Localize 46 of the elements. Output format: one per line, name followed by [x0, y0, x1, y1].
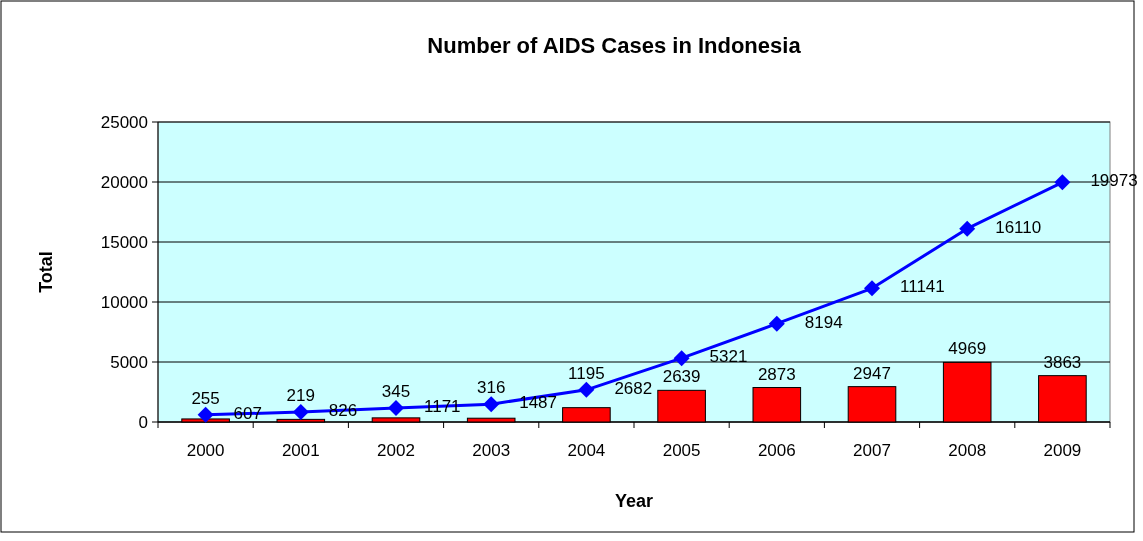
data-label: 345: [381, 381, 411, 401]
data-label: 2873: [757, 364, 796, 384]
x-tick-label: 2008: [948, 441, 987, 460]
data-label: 2639: [662, 367, 701, 387]
data-label: 16110: [995, 217, 1042, 237]
x-tick-label: 2001: [281, 441, 320, 460]
data-label: 2947: [853, 363, 891, 383]
data-label: 1487: [519, 393, 558, 413]
data-label: 5321: [709, 347, 748, 367]
data-label: 8194: [804, 312, 843, 332]
point: [864, 280, 880, 297]
x-tick-label: 2006: [757, 441, 796, 460]
x-tick-label: 2004: [567, 441, 606, 460]
point: [292, 404, 309, 421]
y-tick-label: 10000: [100, 293, 148, 312]
data-label: 4969: [948, 339, 987, 359]
data-label: 11141: [900, 277, 945, 297]
y-tick-label: 5000: [110, 353, 148, 372]
y-tick-label: 20000: [100, 173, 148, 192]
point: [578, 381, 595, 398]
point: [768, 315, 785, 332]
data-label: 255: [191, 388, 220, 408]
point: [388, 399, 404, 416]
data-label: 316: [477, 378, 506, 398]
y-tick-label: 15000: [100, 233, 148, 252]
point: [1054, 174, 1071, 191]
y-tick-label: 25000: [100, 113, 148, 132]
x-tick-label: 2007: [853, 441, 891, 460]
x-tick-label: 2005: [662, 441, 701, 460]
data-label: 2682: [614, 378, 653, 398]
y-tick-label: 0: [138, 413, 148, 432]
chart-title: Number of AIDS Cases in Indonesia: [427, 33, 802, 58]
data-label: 1195: [568, 363, 605, 383]
point: [197, 406, 214, 423]
x-axis-title: Year: [614, 491, 654, 511]
point: [673, 350, 690, 367]
x-tick-label: 2009: [1043, 441, 1082, 460]
point: [483, 396, 500, 413]
x-tick-label: 2000: [186, 441, 225, 460]
point: [959, 220, 976, 237]
data-label: 19973: [1090, 171, 1138, 191]
data-label: 3863: [1043, 352, 1082, 372]
data-label: 219: [286, 386, 315, 406]
x-tick-label: 2003: [472, 441, 511, 460]
y-axis-title: Total: [36, 251, 56, 293]
x-tick-label: 2002: [377, 441, 415, 460]
